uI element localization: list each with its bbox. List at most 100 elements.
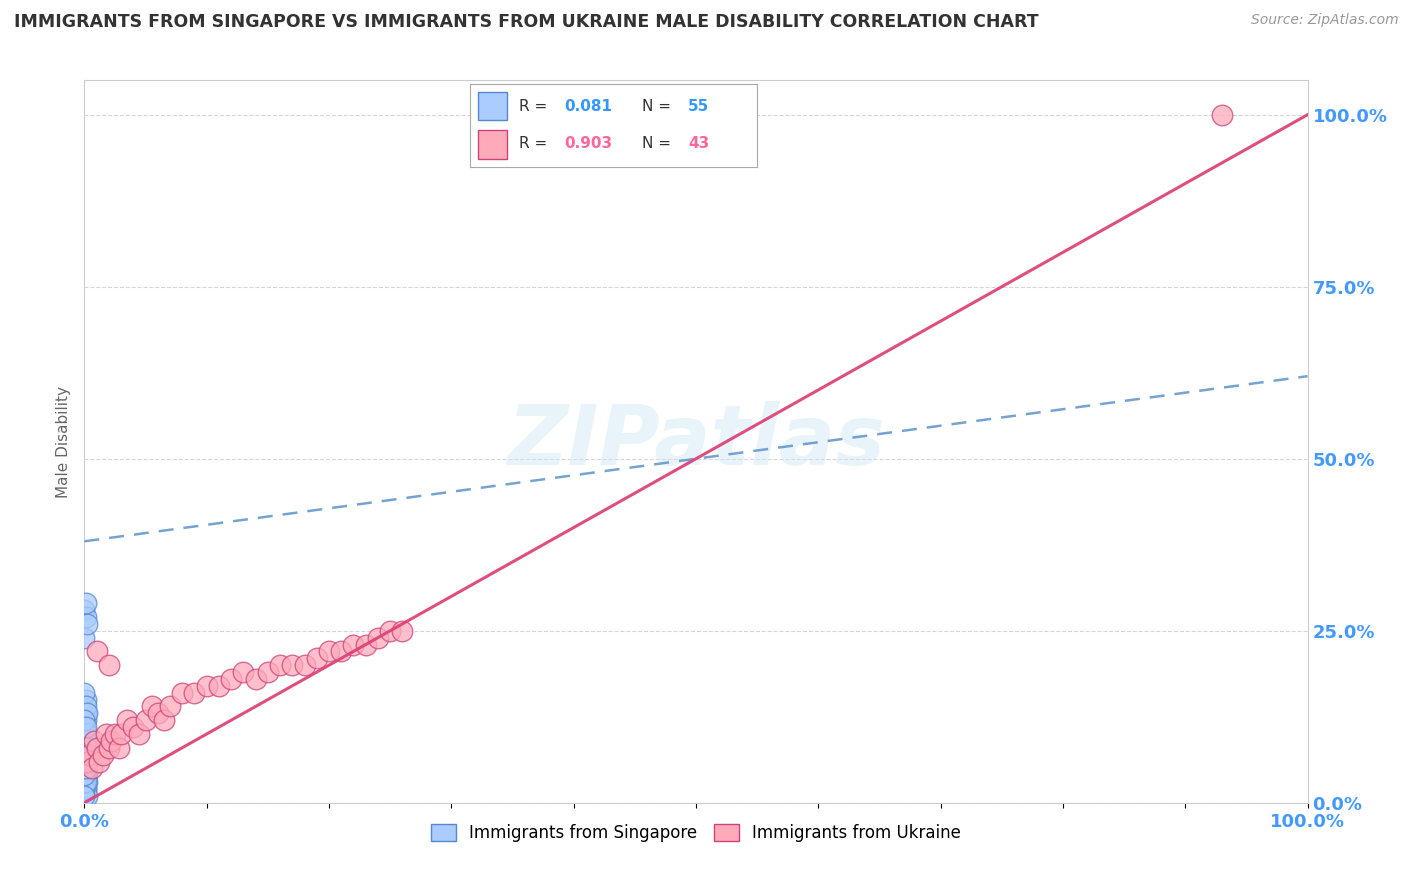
- Point: [73, 761, 96, 775]
- Text: ZIPatlas: ZIPatlas: [508, 401, 884, 482]
- Point: [80, 761, 103, 775]
- Point: [75, 747, 97, 762]
- Point: [75, 768, 97, 782]
- Point: [195, 679, 218, 693]
- Point: [75, 596, 97, 610]
- Point: [104, 727, 127, 741]
- Point: [75, 720, 97, 734]
- Point: [75, 768, 97, 782]
- Point: [76, 706, 98, 721]
- Point: [367, 631, 389, 645]
- Point: [96, 727, 118, 741]
- Point: [159, 699, 181, 714]
- Point: [269, 658, 291, 673]
- Point: [76, 740, 98, 755]
- Point: [76, 740, 98, 755]
- Point: [73, 789, 96, 803]
- Point: [135, 713, 157, 727]
- Point: [87, 755, 110, 769]
- Point: [107, 740, 129, 755]
- Point: [76, 727, 98, 741]
- Point: [146, 706, 169, 721]
- Point: [76, 755, 98, 769]
- Point: [75, 610, 97, 624]
- Point: [75, 768, 97, 782]
- Point: [354, 638, 377, 652]
- Point: [330, 644, 353, 658]
- Point: [73, 782, 96, 797]
- Point: [245, 672, 267, 686]
- Point: [110, 727, 132, 741]
- Legend: Immigrants from Singapore, Immigrants from Ukraine: Immigrants from Singapore, Immigrants fr…: [425, 817, 967, 848]
- Point: [73, 734, 96, 748]
- Point: [75, 747, 97, 762]
- Point: [294, 658, 316, 673]
- Point: [76, 616, 98, 631]
- Point: [97, 740, 120, 755]
- Point: [75, 761, 97, 775]
- Point: [76, 789, 98, 803]
- Point: [342, 638, 364, 652]
- Point: [208, 679, 231, 693]
- Point: [77, 747, 100, 762]
- Point: [86, 740, 108, 755]
- Point: [75, 755, 97, 769]
- Point: [100, 734, 122, 748]
- Point: [73, 775, 96, 789]
- Point: [75, 775, 97, 789]
- Point: [83, 734, 105, 748]
- Text: Source: ZipAtlas.com: Source: ZipAtlas.com: [1251, 13, 1399, 28]
- Point: [97, 658, 120, 673]
- Point: [380, 624, 402, 638]
- Point: [153, 713, 176, 727]
- Point: [73, 768, 96, 782]
- Point: [183, 686, 205, 700]
- Point: [75, 782, 97, 797]
- Point: [75, 699, 97, 714]
- Point: [76, 768, 98, 782]
- Point: [257, 665, 280, 679]
- Point: [75, 706, 97, 721]
- Point: [318, 644, 340, 658]
- Point: [73, 603, 96, 617]
- Point: [73, 713, 96, 727]
- Point: [76, 755, 98, 769]
- Point: [75, 713, 97, 727]
- Point: [73, 720, 96, 734]
- Point: [1211, 108, 1233, 122]
- Point: [73, 727, 96, 741]
- Point: [75, 734, 97, 748]
- Point: [73, 755, 96, 769]
- Point: [73, 761, 96, 775]
- Point: [75, 761, 97, 775]
- Point: [73, 699, 96, 714]
- Point: [76, 755, 98, 769]
- Point: [73, 761, 96, 775]
- Point: [76, 775, 98, 789]
- Point: [73, 775, 96, 789]
- Point: [75, 782, 97, 797]
- Point: [75, 747, 97, 762]
- Point: [281, 658, 304, 673]
- Point: [73, 755, 96, 769]
- Point: [75, 740, 97, 755]
- Text: IMMIGRANTS FROM SINGAPORE VS IMMIGRANTS FROM UKRAINE MALE DISABILITY CORRELATION: IMMIGRANTS FROM SINGAPORE VS IMMIGRANTS …: [14, 13, 1039, 31]
- Point: [172, 686, 194, 700]
- Point: [232, 665, 254, 679]
- Point: [73, 775, 96, 789]
- Point: [219, 672, 242, 686]
- Point: [73, 782, 96, 797]
- Point: [73, 740, 96, 755]
- Point: [141, 699, 163, 714]
- Point: [305, 651, 328, 665]
- Point: [73, 631, 96, 645]
- Point: [86, 644, 108, 658]
- Point: [73, 686, 96, 700]
- Point: [91, 747, 114, 762]
- Point: [73, 720, 96, 734]
- Point: [391, 624, 413, 638]
- Point: [75, 692, 97, 706]
- Point: [73, 747, 96, 762]
- Point: [115, 713, 138, 727]
- Point: [75, 747, 97, 762]
